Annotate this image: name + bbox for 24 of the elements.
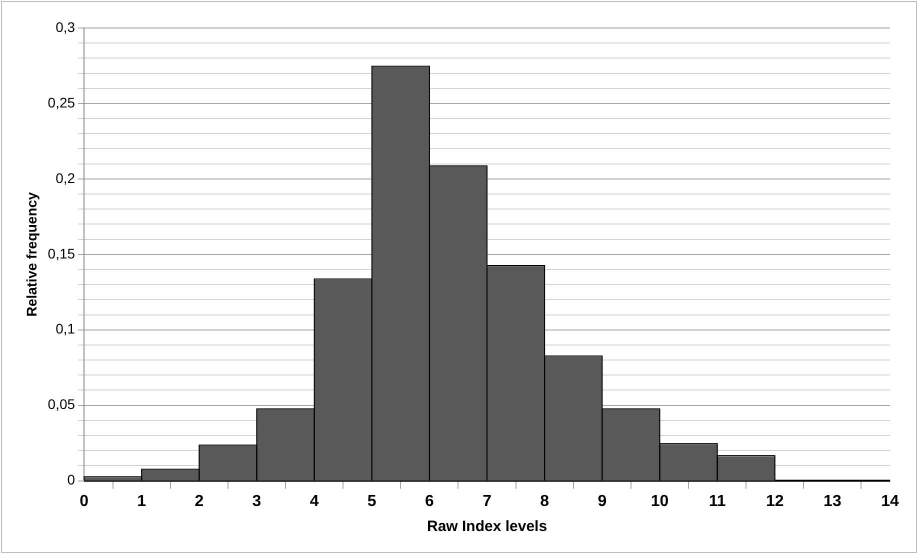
x-tick-label: 11 xyxy=(708,492,726,510)
x-tick-label: 14 xyxy=(881,492,899,510)
y-tick-label: 0,1 xyxy=(56,320,76,337)
x-tick-label: 10 xyxy=(650,492,669,510)
x-tick-label: 2 xyxy=(194,492,204,510)
x-tick-label: 7 xyxy=(482,492,492,510)
x-axis-title: Raw Index levels xyxy=(426,518,548,536)
x-tick-label: 1 xyxy=(137,492,146,510)
x-tick-label: 13 xyxy=(824,492,842,510)
y-tick-label: 0,25 xyxy=(48,94,76,110)
x-tick-label: 9 xyxy=(598,492,607,510)
x-tick-label: 8 xyxy=(540,492,550,510)
y-tick-label: 0,2 xyxy=(56,170,76,186)
y-axis-title: Relative frequency xyxy=(23,192,40,317)
x-tick-label: 5 xyxy=(367,492,376,510)
y-tick-label: 0,15 xyxy=(48,245,76,262)
x-tick-label: 4 xyxy=(310,492,319,510)
x-tick-label: 0 xyxy=(80,492,89,510)
x-tick-label: 6 xyxy=(425,492,434,510)
x-tick-label: 12 xyxy=(766,492,784,510)
x-tick-label: 3 xyxy=(252,492,262,510)
y-tick-label: 0,05 xyxy=(48,396,76,412)
y-tick-label: 0 xyxy=(67,472,76,488)
y-tick-label: 0,3 xyxy=(56,18,76,35)
